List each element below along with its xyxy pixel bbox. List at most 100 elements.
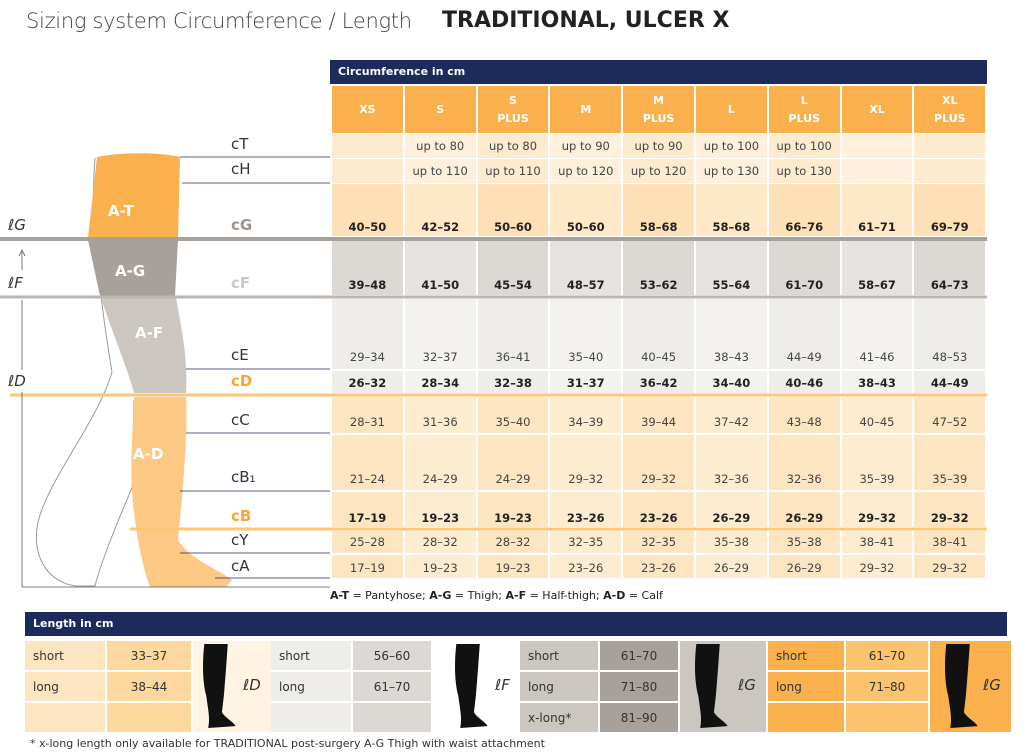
size-label: PLUS — [642, 111, 675, 125]
size-value: 64–73 — [914, 241, 986, 295]
size-value: 36–41 — [477, 299, 549, 369]
length-value: 56–60 — [353, 641, 431, 670]
length-label — [768, 703, 844, 732]
size-label: PLUS — [788, 111, 820, 125]
row-label: cH — [231, 160, 251, 178]
length-marker: ℓG — [8, 216, 26, 234]
size-value: up to 120 — [550, 159, 622, 183]
legend-code: A-F — [505, 589, 527, 602]
size-value: 45–54 — [477, 241, 549, 295]
length-image — [930, 641, 1011, 732]
size-value: 26–32 — [332, 371, 403, 393]
length-label: x-long* — [520, 703, 598, 732]
row-label: cF — [231, 274, 251, 292]
size-value: 44–49 — [768, 299, 840, 369]
size-value — [914, 159, 986, 183]
length-label: long — [271, 672, 351, 701]
size-value: up to 90 — [623, 134, 694, 158]
size-value: 35–40 — [550, 299, 622, 369]
size-value: 32–36 — [696, 435, 767, 490]
legend-code: A-D — [603, 589, 626, 602]
size-value: 19–23 — [404, 555, 476, 578]
size-value: 32–36 — [768, 435, 840, 490]
length-value — [107, 703, 191, 732]
size-label: L — [800, 93, 808, 107]
size-value: 55–64 — [696, 241, 767, 295]
length-value: 71–80 — [600, 672, 678, 701]
size-value: 29–34 — [332, 299, 403, 369]
length-label — [25, 703, 105, 732]
size-label: XL — [942, 93, 958, 107]
size-value: 38–41 — [914, 531, 986, 553]
size-value: 35–39 — [841, 435, 913, 490]
size-label: M — [653, 93, 665, 107]
size-value: 32–37 — [404, 299, 476, 369]
zone-label: A-F — [135, 324, 164, 342]
size-value: 40–45 — [623, 299, 694, 369]
size-value: up to 80 — [404, 134, 476, 158]
legend-code: A-G — [429, 589, 452, 602]
legend-code: A-T — [330, 589, 349, 602]
size-value: 29–32 — [841, 492, 913, 528]
length-heading: Length in cm — [25, 612, 1007, 636]
zone-label: A-D — [133, 445, 164, 463]
size-value: 40–46 — [768, 371, 840, 393]
size-value: 17–19 — [332, 492, 403, 528]
length-value — [353, 703, 431, 732]
size-value: 23–26 — [623, 555, 694, 578]
size-header: L — [696, 86, 767, 133]
size-value: 37–42 — [696, 397, 767, 433]
size-value: 23–26 — [550, 555, 622, 578]
size-value: 19–23 — [477, 492, 549, 528]
size-value: 32–35 — [550, 531, 622, 553]
size-header: L PLUS — [768, 86, 840, 133]
length-value: 33–37 — [107, 641, 191, 670]
product-name: TRADITIONAL, ULCER X — [442, 8, 730, 33]
size-label: S — [436, 102, 445, 116]
length-value: 61–70 — [353, 672, 431, 701]
size-value: 58–68 — [623, 184, 694, 236]
length-image — [680, 641, 766, 732]
size-value: up to 100 — [696, 134, 767, 158]
size-label: S — [509, 93, 517, 107]
length-label: short — [271, 641, 351, 670]
size-label: XL — [869, 102, 885, 116]
size-value: 28–34 — [404, 371, 476, 393]
length-label: long — [768, 672, 844, 701]
size-value: 35–39 — [914, 435, 986, 490]
length-value: 81–90 — [600, 703, 678, 732]
size-value: 61–71 — [841, 184, 913, 236]
size-value: 66–76 — [768, 184, 840, 236]
legend-text: = Pantyhose; — [352, 589, 426, 602]
size-value: 29–32 — [841, 555, 913, 578]
size-value: 28–31 — [332, 397, 403, 433]
length-label: short — [520, 641, 598, 670]
size-label: L — [727, 102, 735, 116]
size-value: up to 130 — [696, 159, 767, 183]
size-value: 58–68 — [696, 184, 767, 236]
length-value: 38–44 — [107, 672, 191, 701]
size-header: S — [404, 86, 476, 133]
size-value: 41–46 — [841, 299, 913, 369]
size-value — [332, 159, 403, 183]
size-header: M PLUS — [623, 86, 694, 133]
size-value: 25–28 — [332, 531, 403, 553]
size-value: 48–53 — [914, 299, 986, 369]
size-value: 38–41 — [841, 531, 913, 553]
size-value: 34–40 — [696, 371, 767, 393]
size-value: 48–57 — [550, 241, 622, 295]
size-value: 29–32 — [914, 492, 986, 528]
length-value: 61–70 — [846, 641, 928, 670]
size-value: 26–29 — [768, 492, 840, 528]
size-value: 28–32 — [404, 531, 476, 553]
size-label: M — [580, 102, 592, 116]
size-value: 38–43 — [696, 299, 767, 369]
circumference-heading: Circumference in cm — [330, 60, 987, 84]
size-value: 26–29 — [768, 555, 840, 578]
size-value: 38–43 — [841, 371, 913, 393]
size-value: 28–32 — [477, 531, 549, 553]
size-value: 19–23 — [477, 555, 549, 578]
row-label: cD — [231, 372, 253, 390]
